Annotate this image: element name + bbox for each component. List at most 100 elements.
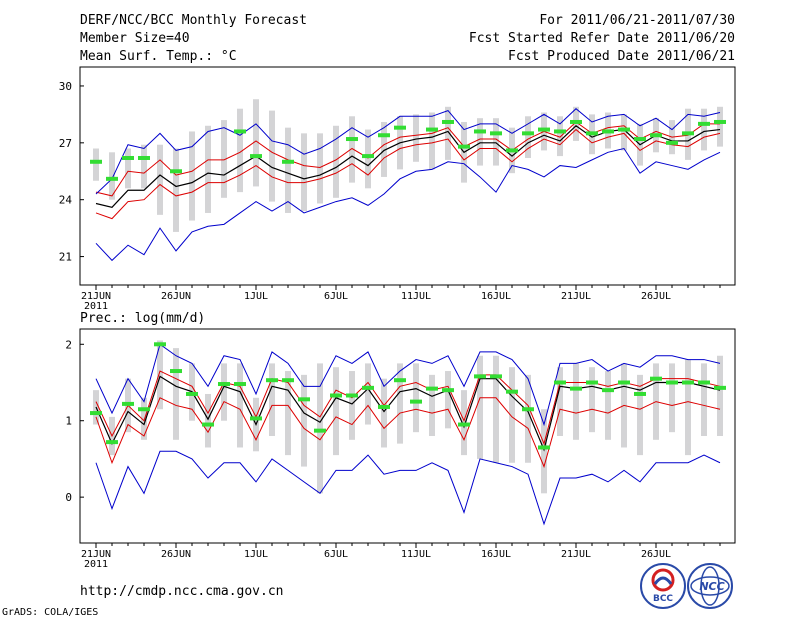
temp-observed-mark xyxy=(170,169,182,174)
precip-observed-mark xyxy=(234,382,246,387)
ncc-logo: NCC xyxy=(687,563,733,609)
header-produced-date: Fcst Produced Date 2011/06/21 xyxy=(508,49,735,64)
precip-spread-bar xyxy=(573,363,579,440)
ncc-logo-orbit xyxy=(690,576,730,596)
precip-observed-mark xyxy=(282,378,294,383)
precip-spread-bar xyxy=(701,363,707,436)
precip-observed-mark xyxy=(202,422,214,427)
precip-observed-mark xyxy=(122,401,134,406)
temp-y-tick-label: 24 xyxy=(59,194,73,207)
precip-y-tick-label: 0 xyxy=(65,491,72,504)
precip-spread-bar xyxy=(397,363,403,444)
temp-spread-bar xyxy=(445,106,451,160)
precip-spread-bar xyxy=(637,374,643,456)
precip-observed-mark xyxy=(538,445,550,450)
precip-spread-bar xyxy=(589,367,595,433)
temp-observed-mark xyxy=(506,148,518,153)
temp-spread-bar xyxy=(717,106,723,147)
precip-series-min xyxy=(95,450,721,526)
footer-url[interactable]: http://cmdp.ncc.cma.gov.cn xyxy=(80,584,284,599)
temp-series-mean-minus-sd xyxy=(95,128,721,220)
temp-observed-mark xyxy=(458,144,470,149)
precipitation-panel: 0 1 2 21JUN 26JUN 1JUL 6JUL 11JUL 16JUL 21JUL 26JU… xyxy=(65,328,736,570)
temp-x-tick-label: 6JUL xyxy=(324,291,348,302)
temp-spread-bar xyxy=(173,148,179,232)
temp-year-label: 2011 xyxy=(84,301,108,312)
bcc-logo: BCC xyxy=(640,563,686,609)
precip-spread-bar xyxy=(301,374,307,467)
precip-x-tick-label: 26JUL xyxy=(641,549,671,560)
precip-observed-mark xyxy=(362,385,374,390)
temp-observed-mark xyxy=(378,133,390,138)
temp-spread-bar xyxy=(237,108,243,193)
precip-panel-title: Prec.: log(mm/d) xyxy=(80,311,205,326)
temperature-panel: 21 24 27 30 21JUN 26JUN 1JUL 6JUL 11JUL 16JUL 21JU… xyxy=(59,66,736,312)
precip-series-mean-minus-sd xyxy=(95,397,721,469)
bcc-logo-ring xyxy=(640,563,686,609)
temp-observed-mark xyxy=(122,155,134,160)
precip-x-tick-label: 16JUL xyxy=(481,549,511,560)
temp-x-tick-label: 21JUN xyxy=(81,291,111,302)
precip-observed-mark xyxy=(666,380,678,385)
precip-observed-mark xyxy=(698,380,710,385)
temp-observed-mark xyxy=(666,140,678,145)
precip-x-tick-label: 26JUN xyxy=(161,549,191,560)
precip-series-mean-plus-sd xyxy=(95,370,721,446)
temp-spread-bar xyxy=(253,99,259,187)
bcc-logo-swirl xyxy=(651,568,675,592)
temp-x-tick-label: 1JUL xyxy=(244,291,268,302)
precip-spread-bar xyxy=(269,363,275,436)
header-period: For 2011/06/21-2011/07/30 xyxy=(539,13,735,28)
temp-observed-mark xyxy=(234,129,246,134)
precip-spread-bar xyxy=(285,371,291,456)
precip-spread-bar xyxy=(685,359,691,456)
temp-observed-mark xyxy=(426,127,438,132)
precip-spread-bar xyxy=(349,371,355,440)
precip-observed-mark xyxy=(314,428,326,433)
temp-observed-mark xyxy=(714,119,726,124)
precip-observed-mark xyxy=(618,380,630,385)
temp-spread-bar xyxy=(477,118,483,166)
temp-observed-mark xyxy=(90,159,102,164)
precip-year-label: 2011 xyxy=(84,559,108,570)
precip-observed-mark xyxy=(298,397,310,402)
temp-observed-mark xyxy=(538,127,550,132)
precip-observed-mark xyxy=(714,385,726,390)
temp-y-tick-label: 27 xyxy=(59,137,72,150)
temp-x-tick-label: 26JUN xyxy=(161,291,191,302)
precip-spread-bar xyxy=(381,378,387,448)
precip-spread-bar xyxy=(141,397,147,440)
temp-spread-bar xyxy=(349,116,355,183)
precip-observed-mark xyxy=(330,393,342,398)
precip-spread-bar xyxy=(317,363,323,494)
precip-spread-bar xyxy=(205,393,211,448)
temp-x-tick-label: 11JUL xyxy=(401,291,431,302)
precip-observed-mark xyxy=(650,376,662,381)
precip-spread-bar xyxy=(669,363,675,433)
precip-observed-mark xyxy=(106,440,118,445)
temp-spread-bar xyxy=(381,121,387,177)
header-variable: Mean Surf. Temp.: °C xyxy=(80,49,237,64)
precip-observed-mark xyxy=(138,407,150,412)
precip-spread-bar xyxy=(605,371,611,440)
precip-observed-mark xyxy=(506,389,518,394)
temp-x-tick-label: 21JUL xyxy=(561,291,591,302)
temp-spread-bar xyxy=(285,127,291,213)
precip-y-tick-label: 1 xyxy=(65,415,72,428)
temp-spread-bar xyxy=(429,112,435,170)
temp-observed-mark xyxy=(618,127,630,132)
temp-observed-mark xyxy=(362,154,374,159)
footer-credit: GrADS: COLA/IGES xyxy=(2,607,98,618)
precip-x-tick-label: 1JUL xyxy=(244,549,268,560)
temp-spread-bar xyxy=(621,114,627,151)
precip-observed-mark xyxy=(442,388,454,393)
precip-observed-mark xyxy=(570,386,582,391)
precip-observed-mark xyxy=(186,391,198,396)
precip-spread-bar xyxy=(365,363,371,425)
precip-observed-mark xyxy=(554,380,566,385)
precip-observed-mark xyxy=(602,388,614,393)
temp-spread-bar xyxy=(205,125,211,213)
bcc-logo-text: BCC xyxy=(653,594,673,604)
ncc-logo-ring xyxy=(687,563,733,609)
header-member-size: Member Size=40 xyxy=(80,31,190,46)
